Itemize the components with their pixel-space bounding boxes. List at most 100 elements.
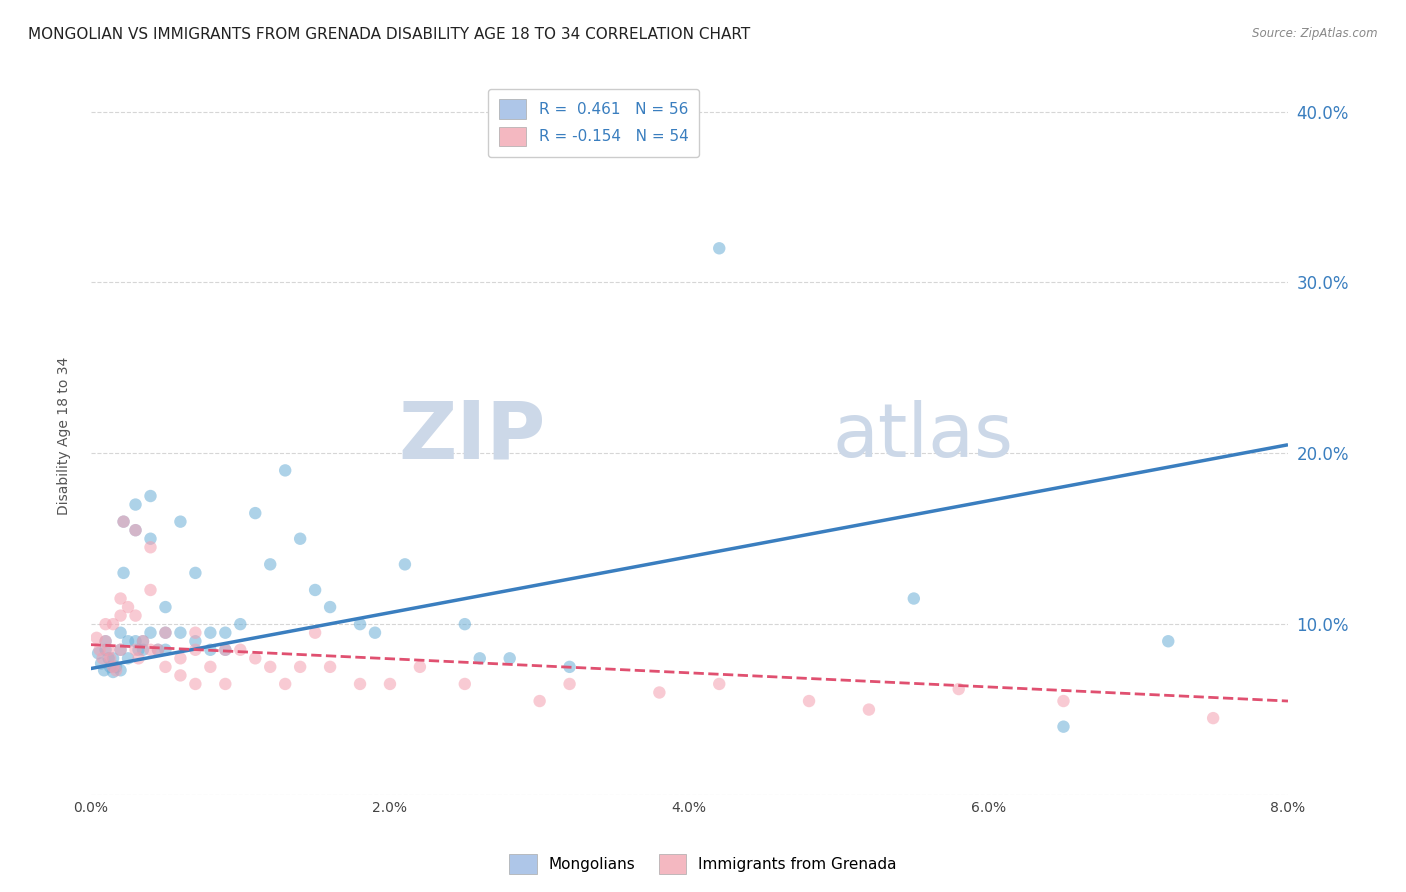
Point — [105, 660, 128, 674]
Point — [132, 642, 155, 657]
Point — [245, 506, 267, 520]
Point — [274, 463, 297, 477]
Point — [117, 600, 139, 615]
Point — [1202, 711, 1225, 725]
Point — [124, 642, 146, 657]
Point — [1157, 634, 1180, 648]
Point — [454, 617, 477, 632]
Point — [110, 608, 132, 623]
Point — [184, 625, 207, 640]
Point — [124, 634, 146, 648]
Point — [112, 515, 135, 529]
Point — [349, 617, 371, 632]
Point — [903, 591, 925, 606]
Point — [499, 651, 522, 665]
Point — [124, 608, 146, 623]
Point — [91, 651, 114, 665]
Point — [139, 532, 162, 546]
Text: MONGOLIAN VS IMMIGRANTS FROM GRENADA DISABILITY AGE 18 TO 34 CORRELATION CHART: MONGOLIAN VS IMMIGRANTS FROM GRENADA DIS… — [28, 27, 751, 42]
Point — [139, 582, 162, 597]
Point — [139, 642, 162, 657]
Point — [94, 617, 117, 632]
Point — [101, 617, 124, 632]
Point — [117, 651, 139, 665]
Point — [110, 642, 132, 657]
Point — [98, 651, 121, 665]
Point — [89, 642, 111, 657]
Point — [87, 646, 110, 660]
Point — [132, 634, 155, 648]
Point — [97, 642, 120, 657]
Point — [200, 642, 222, 657]
Point — [110, 642, 132, 657]
Point — [468, 651, 491, 665]
Point — [245, 651, 267, 665]
Point — [378, 677, 401, 691]
Text: Source: ZipAtlas.com: Source: ZipAtlas.com — [1253, 27, 1378, 40]
Text: atlas: atlas — [832, 400, 1014, 473]
Point — [214, 625, 236, 640]
Legend: Mongolians, Immigrants from Grenada: Mongolians, Immigrants from Grenada — [503, 848, 903, 880]
Point — [394, 558, 416, 572]
Point — [124, 523, 146, 537]
Point — [98, 660, 121, 674]
Point — [214, 642, 236, 657]
Point — [94, 634, 117, 648]
Point — [86, 631, 108, 645]
Point — [110, 625, 132, 640]
Point — [155, 625, 177, 640]
Point — [558, 660, 581, 674]
Point — [155, 625, 177, 640]
Point — [214, 642, 236, 657]
Point — [101, 665, 124, 679]
Point — [169, 515, 191, 529]
Legend: R =  0.461   N = 56, R = -0.154   N = 54: R = 0.461 N = 56, R = -0.154 N = 54 — [488, 88, 699, 157]
Point — [90, 657, 112, 671]
Point — [229, 617, 252, 632]
Point — [155, 660, 177, 674]
Point — [288, 660, 311, 674]
Y-axis label: Disability Age 18 to 34: Disability Age 18 to 34 — [58, 357, 72, 516]
Point — [274, 677, 297, 691]
Point — [259, 558, 281, 572]
Point — [558, 677, 581, 691]
Point — [128, 642, 150, 657]
Point — [146, 642, 169, 657]
Point — [110, 591, 132, 606]
Point — [214, 677, 236, 691]
Point — [858, 702, 880, 716]
Point — [229, 642, 252, 657]
Point — [117, 634, 139, 648]
Point — [709, 677, 731, 691]
Point — [155, 642, 177, 657]
Point — [184, 566, 207, 580]
Point — [93, 663, 115, 677]
Point — [1052, 694, 1074, 708]
Point — [169, 651, 191, 665]
Point — [169, 625, 191, 640]
Point — [200, 625, 222, 640]
Point — [948, 682, 970, 697]
Point — [112, 566, 135, 580]
Point — [124, 498, 146, 512]
Point — [648, 685, 671, 699]
Point — [304, 582, 326, 597]
Point — [200, 660, 222, 674]
Point — [454, 677, 477, 691]
Point — [139, 541, 162, 555]
Point — [1052, 720, 1074, 734]
Point — [169, 668, 191, 682]
Point — [132, 634, 155, 648]
Point — [304, 625, 326, 640]
Point — [97, 651, 120, 665]
Point — [349, 677, 371, 691]
Point — [101, 660, 124, 674]
Point — [364, 625, 387, 640]
Text: ZIP: ZIP — [398, 397, 546, 475]
Point — [529, 694, 551, 708]
Point — [94, 642, 117, 657]
Point — [319, 660, 342, 674]
Point — [101, 651, 124, 665]
Point — [94, 634, 117, 648]
Point — [124, 523, 146, 537]
